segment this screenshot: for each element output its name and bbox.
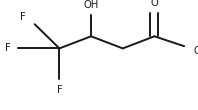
Text: F: F <box>5 43 11 53</box>
Text: O: O <box>150 0 158 8</box>
Text: F: F <box>56 85 62 95</box>
Text: F: F <box>20 12 26 21</box>
Text: OH: OH <box>193 46 198 56</box>
Text: OH: OH <box>83 0 99 10</box>
